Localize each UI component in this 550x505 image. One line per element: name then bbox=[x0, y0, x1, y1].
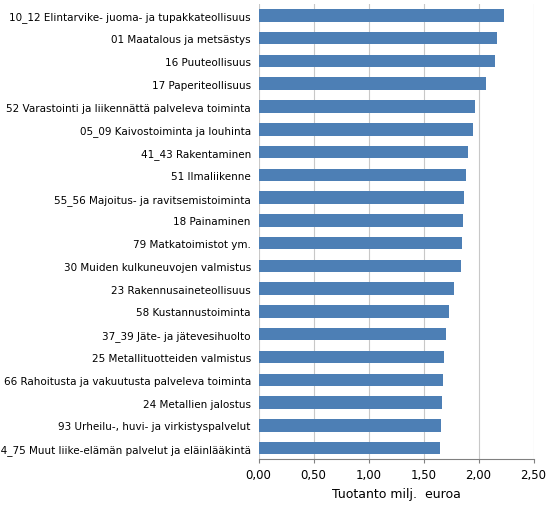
Bar bbox=[258, 419, 441, 432]
Bar bbox=[258, 56, 495, 68]
Bar bbox=[258, 260, 461, 273]
Bar bbox=[258, 10, 504, 23]
Bar bbox=[258, 101, 475, 114]
X-axis label: Tuotanto milj.  euroa: Tuotanto milj. euroa bbox=[332, 487, 460, 500]
Bar bbox=[258, 146, 468, 159]
Bar bbox=[258, 124, 473, 136]
Bar bbox=[258, 283, 454, 295]
Bar bbox=[258, 33, 497, 45]
Bar bbox=[258, 192, 464, 205]
Bar bbox=[258, 374, 443, 386]
Bar bbox=[258, 78, 486, 91]
Bar bbox=[258, 215, 463, 227]
Bar bbox=[258, 396, 442, 409]
Bar bbox=[258, 351, 444, 364]
Bar bbox=[258, 306, 449, 318]
Bar bbox=[258, 442, 440, 454]
Bar bbox=[258, 169, 466, 182]
Bar bbox=[258, 237, 462, 250]
Bar bbox=[258, 328, 446, 341]
